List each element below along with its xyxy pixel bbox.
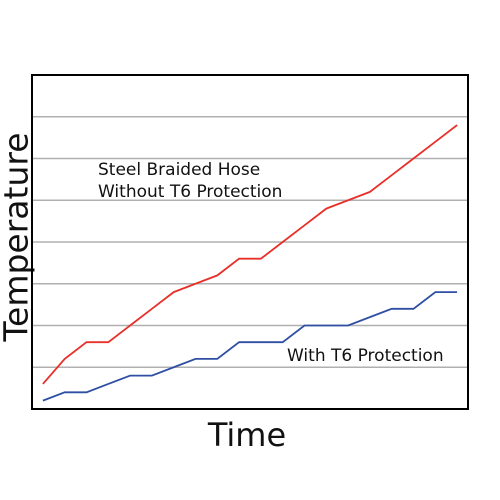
plot-frame	[31, 74, 469, 410]
annotation: With T6 Protection	[287, 346, 444, 366]
series-line	[42, 291, 458, 402]
annotation: Steel Braided Hose	[98, 160, 260, 180]
annotation: Without T6 Protection	[98, 182, 282, 202]
x-axis-label: Time	[207, 416, 286, 454]
series-line	[42, 124, 458, 385]
y-axis-label: Temperature	[0, 132, 36, 342]
